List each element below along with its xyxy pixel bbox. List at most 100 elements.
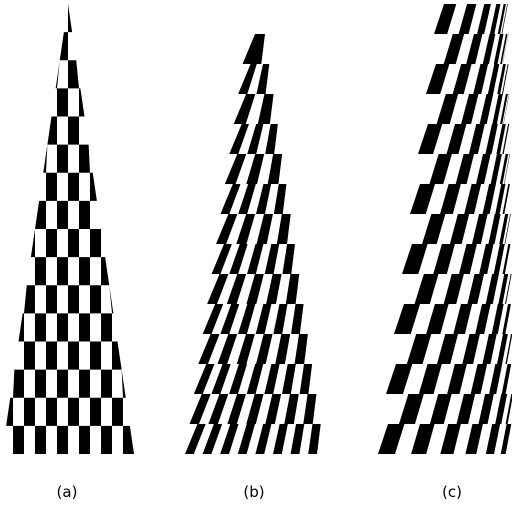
panel-c-cell [447,364,467,394]
panel-c-cell [496,124,506,154]
panel-b-cell [220,184,241,214]
panel-a-cell [43,144,48,173]
panel-a-cell [24,397,35,426]
panel-a-cell [13,425,24,454]
panel-a-cell [57,257,68,286]
panel-c-cell [449,214,470,244]
panel-a-cell [68,229,79,258]
panel-a-cell [6,397,13,426]
panel-c-cell [495,184,506,214]
panel-c-cell [418,364,442,394]
panel-a-cell [79,200,90,229]
panel-c-cell [446,124,467,154]
panel-a-cell [13,369,24,398]
panel-a-cell [79,425,90,454]
panel-c-cell [505,394,512,424]
panel-a-cell [112,397,123,426]
panel-a-cell [59,32,68,61]
panel-c-cell [458,4,477,34]
panel-b-cell [266,274,282,304]
panel-b-cell [247,124,264,154]
panel-a-cell [79,88,85,117]
panel-c-caption: (c) [442,483,462,501]
panel-a-cell [68,116,79,145]
panel-b-cell [224,154,247,184]
panel-c-cell [466,34,483,64]
panel-c-cell [422,214,446,244]
panel-c-cell [456,394,476,424]
panel-a-cell [90,172,97,201]
panel-a-cell [35,425,46,454]
panel-c-cell [482,34,496,64]
panel-c-cell [436,94,459,124]
panel-a-cell [47,116,57,145]
panel-c-cell [440,184,461,214]
panel-b-cell [208,394,229,424]
panel-a-cell [90,341,101,370]
panel-c-cell [429,154,452,184]
panel-b-sheared-checker-triangle [185,34,321,454]
panel-b-cell [211,364,231,394]
panel-a-cell [57,200,68,229]
panel-c-cell [500,94,508,124]
panel-b-cell [275,334,291,364]
panel-c-cell [503,94,510,124]
panel-c-cell [426,64,450,94]
panel-a-cell [68,285,79,314]
panel-c-cell [468,124,485,154]
panel-c-cell [434,4,457,34]
panel-a-cell [68,4,73,33]
panel-a-cell [68,172,79,201]
panel-b-cell [229,364,247,394]
panel-a-cell [123,425,134,454]
panel-a-cell [90,397,101,426]
panel-c-cell [499,214,509,244]
panel-b-cell [256,334,273,364]
panel-c-cell [467,274,485,304]
panel-b-cell [238,64,257,94]
panel-a-cell [112,341,122,370]
panel-b-cell [211,244,232,274]
panel-c-cell [452,64,472,94]
panel-c-cell [394,304,421,334]
panel-b-cell [267,154,283,184]
panel-a-cell [79,313,90,342]
panel-b-cell [236,334,255,364]
panel-c-cell [414,274,439,304]
panel-c-cell [493,244,505,274]
panel-c-cell [443,274,464,304]
panel-b-cell [229,124,249,154]
panel-c-cell [440,424,461,454]
panel-a-cell [24,285,35,314]
panel-c-cell [497,4,506,34]
panel-b-cell [227,394,246,424]
panel-c-cell [462,334,480,364]
panel-b-cell [246,154,265,184]
panel-a-cell [35,369,46,398]
panel-b-cell [220,304,240,334]
panel-c-cell [503,154,510,184]
panel-a-cell [46,172,57,201]
panel-c-cell [489,364,503,394]
panel-a-cell [46,229,57,258]
panel-c-cell [386,364,413,394]
panel-c-cell [458,244,477,274]
panel-c-cell [482,334,497,364]
panel-b-cell [294,334,308,364]
panel-c-cell [489,4,501,34]
panel-b-cell [238,304,256,334]
panel-c-cell [491,304,504,334]
panel-c-cell [485,424,501,454]
panel-b-cell [247,244,264,274]
panel-c-cell [426,304,449,334]
panel-c-cell [490,154,502,184]
panel-a-cell [101,425,112,454]
panel-b-cell [246,274,264,304]
panel-b-cell [246,394,264,424]
panel-b-cell [273,184,287,214]
panel-b-cell [265,394,282,424]
panel-c-cell [498,274,509,304]
panel-c-cell [437,334,458,364]
panel-a-cell [30,229,35,258]
